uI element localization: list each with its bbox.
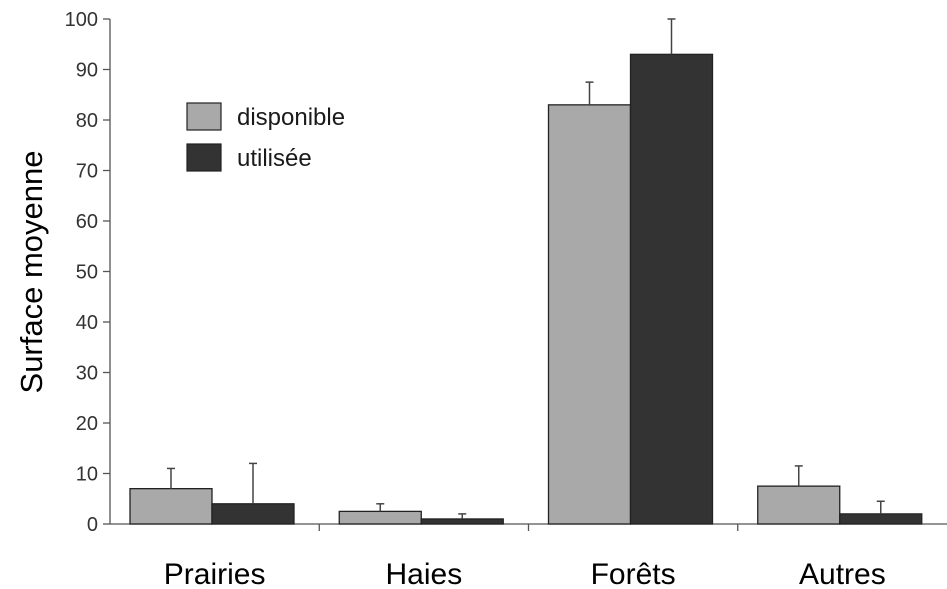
bar-disponible-Forêts xyxy=(547,104,632,525)
bar-utilisée-Forêts xyxy=(629,53,714,525)
y-tick-label: 40 xyxy=(76,312,98,334)
bar-disponible-Haies xyxy=(338,510,422,525)
category-label: Autres xyxy=(799,558,886,589)
y-tick-label: 10 xyxy=(76,464,98,486)
x-axis: Prairies Haies Forêts Autres xyxy=(110,523,947,589)
y-axis-label: Surface moyenne xyxy=(14,151,49,394)
bar-utilisée-Prairies xyxy=(211,503,295,525)
bar-utilisée-Autres xyxy=(839,513,923,525)
y-tick-label: 20 xyxy=(76,413,98,435)
y-tick-label: 80 xyxy=(76,110,98,132)
category-label: Forêts xyxy=(591,558,676,589)
y-tick-label: 70 xyxy=(76,161,98,183)
category-label: Haies xyxy=(386,558,463,589)
legend-label: disponible xyxy=(237,104,345,131)
bar-disponible-Autres xyxy=(757,485,841,525)
y-tick-label: 100 xyxy=(65,9,98,31)
y-tick-label: 90 xyxy=(76,60,98,82)
y-tick-label: 30 xyxy=(76,363,98,385)
bar-disponible-Prairies xyxy=(129,487,213,525)
y-tick-label: 50 xyxy=(76,262,98,284)
legend: disponible utilisée xyxy=(186,102,345,172)
legend-swatch xyxy=(186,102,222,131)
y-tick-label: 60 xyxy=(76,211,98,233)
legend-label: utilisée xyxy=(237,145,312,172)
bar-utilisée-Haies xyxy=(420,518,504,525)
category-label: Prairies xyxy=(164,558,266,589)
y-axis: 0 10 20 30 40 50 60 70 80 90 100 xyxy=(65,9,111,536)
error-bars xyxy=(167,18,885,519)
y-tick-label: 0 xyxy=(87,514,98,536)
legend-swatch xyxy=(186,143,222,172)
